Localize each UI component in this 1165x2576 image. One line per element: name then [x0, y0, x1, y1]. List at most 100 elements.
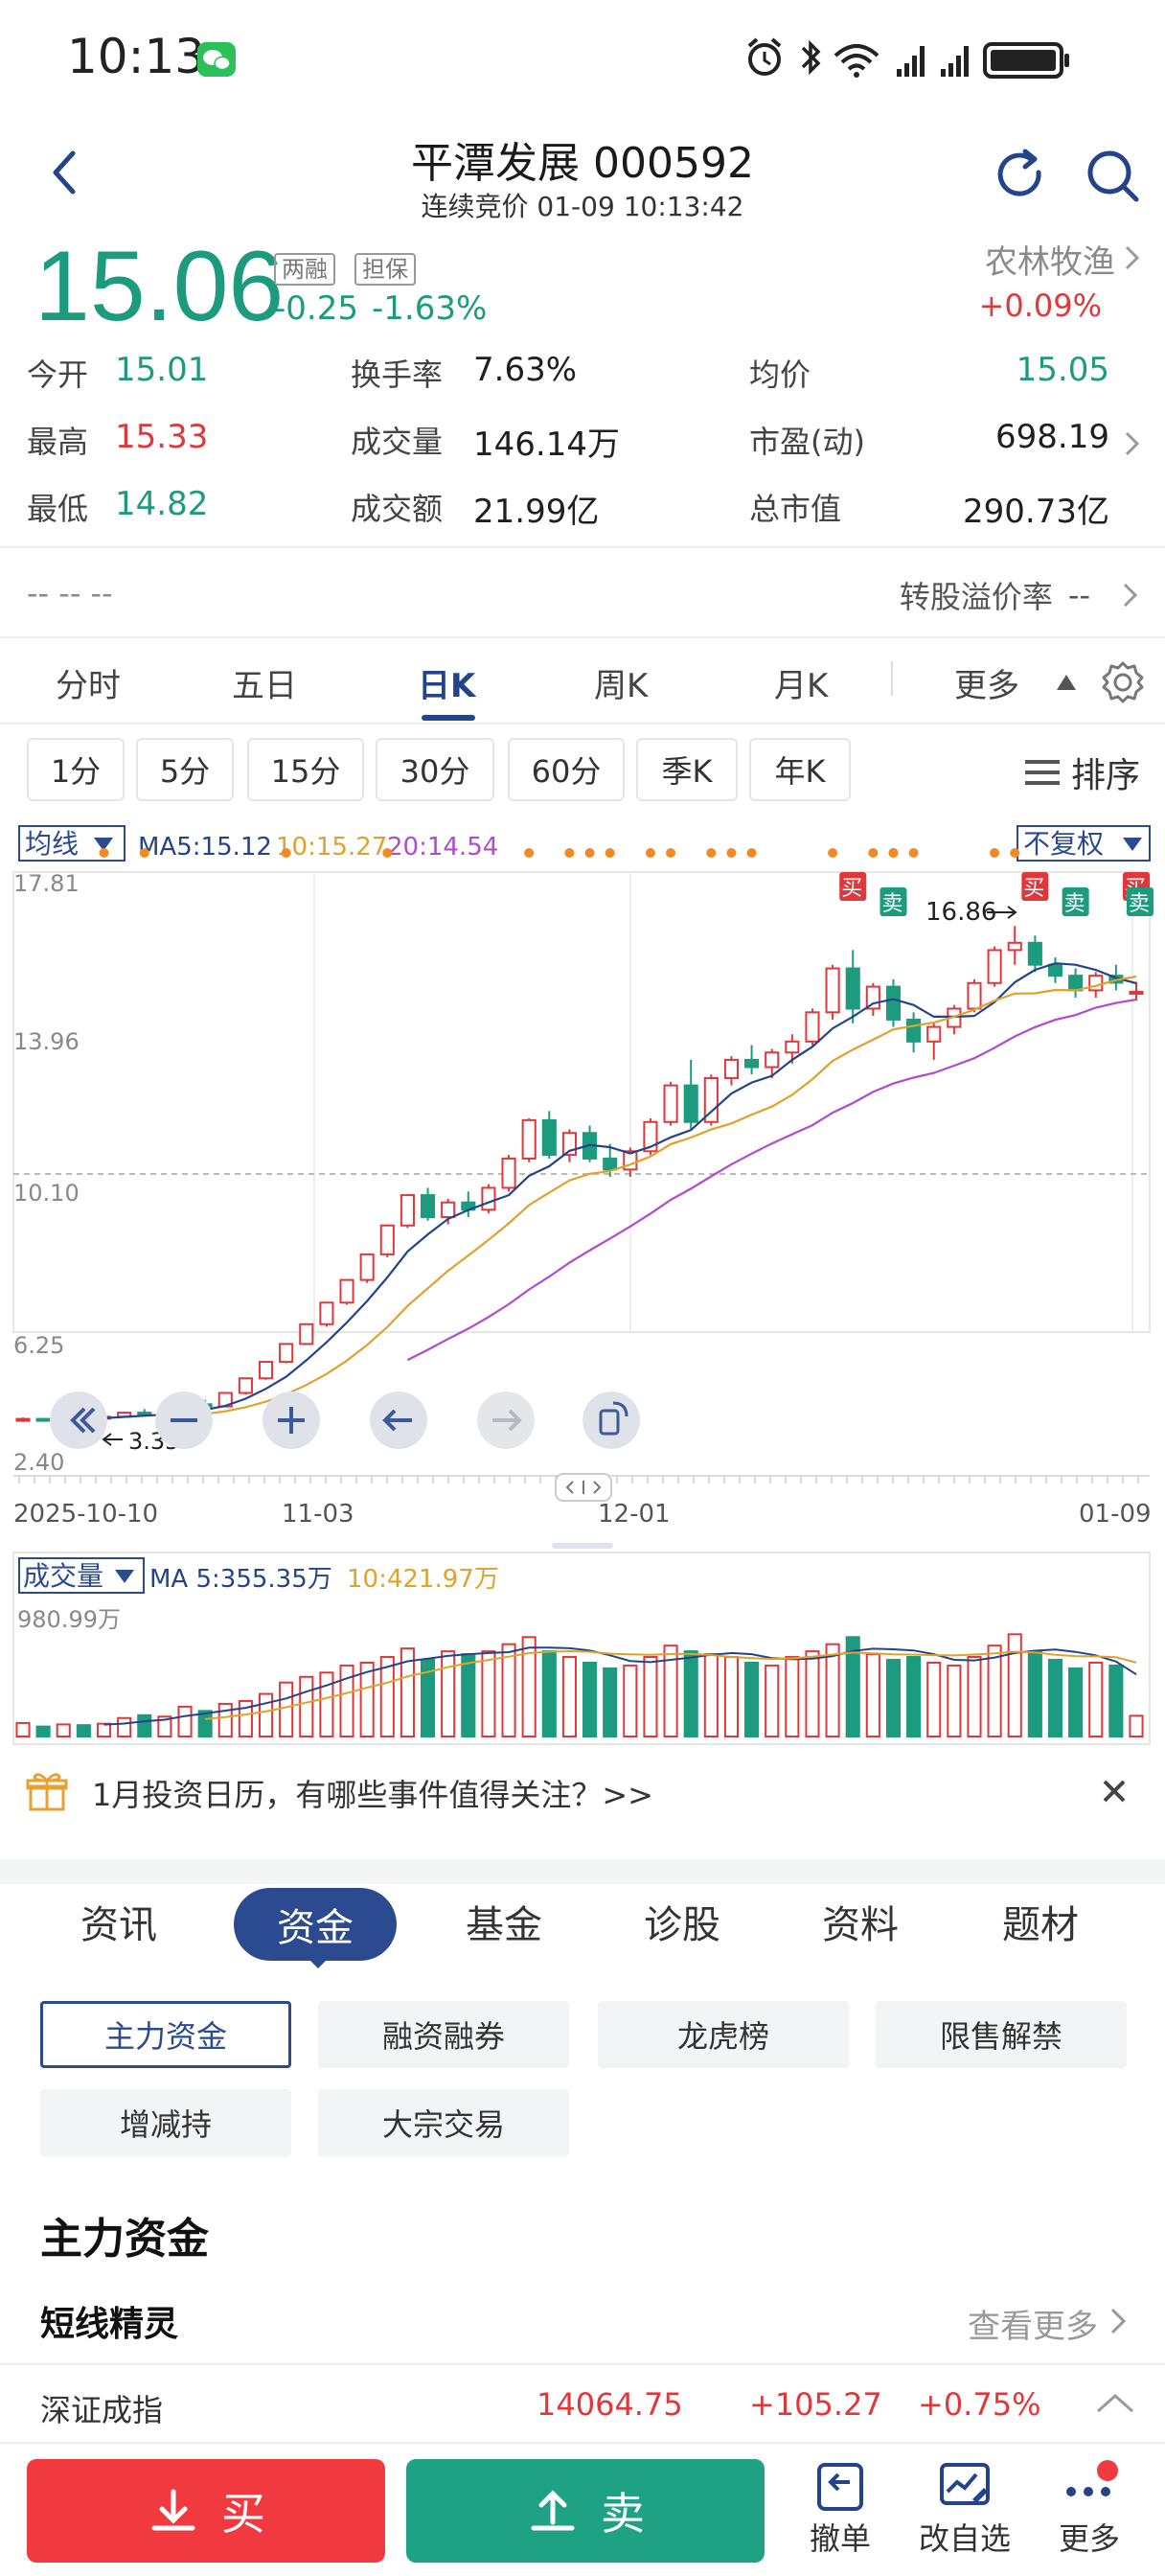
volume-bar: [683, 1650, 698, 1737]
sell-marker: 卖: [1062, 887, 1089, 916]
volume-bar: [299, 1675, 314, 1737]
sort-button[interactable]: 排序: [1023, 748, 1140, 797]
subtab-margin-trading[interactable]: 融资融券: [318, 2001, 569, 2068]
splitter-handle[interactable]: [552, 1543, 613, 1549]
close-icon[interactable]: [1100, 1777, 1129, 1806]
stat-label[interactable]: 市盈(动): [749, 424, 865, 460]
sector-link[interactable]: 农林牧渔: [985, 243, 1115, 282]
zoom-out-button[interactable]: [155, 1392, 213, 1449]
trading-status: 连续竞价 01-09 10:13:42: [421, 191, 744, 222]
margin-tag[interactable]: 两融: [274, 253, 335, 286]
buy-button[interactable]: 买: [27, 2459, 385, 2563]
active-tab-indicator: [422, 715, 475, 721]
rotate-screen-button[interactable]: [582, 1392, 640, 1449]
drag-handle[interactable]: [555, 1473, 612, 1502]
tab-news[interactable]: 资讯: [80, 1903, 157, 1947]
signal-dot: [888, 848, 899, 858]
premium-rate[interactable]: 转股溢价率 --: [900, 573, 1090, 617]
period-quarter[interactable]: 季K: [636, 738, 738, 801]
buy-marker: 买: [839, 872, 867, 901]
volume-bar: [1027, 1650, 1042, 1737]
candle: [420, 1187, 436, 1221]
edit-watchlist-button[interactable]: 改自选: [912, 2459, 1017, 2574]
tab-more[interactable]: 更多: [954, 667, 1019, 705]
kline-chart[interactable]: 均线 MA5:15.12 10:15.27 20:14.54 不复权 17.81…: [0, 815, 1165, 1773]
period-15min[interactable]: 15分: [247, 738, 364, 801]
period-30min[interactable]: 30分: [376, 738, 494, 801]
volume-bar: [461, 1653, 476, 1738]
tab-fund[interactable]: 基金: [466, 1903, 542, 1947]
tab-five-day[interactable]: 五日: [232, 667, 297, 705]
triangle-up-icon[interactable]: [1054, 671, 1079, 692]
candle: [1047, 957, 1063, 983]
search-icon[interactable]: [1081, 144, 1144, 207]
scroll-left-fast-button[interactable]: [50, 1392, 107, 1449]
sell-button[interactable]: 卖: [406, 2459, 765, 2563]
volume-bar: [238, 1699, 253, 1737]
refresh-icon[interactable]: [989, 144, 1052, 207]
view-more-link[interactable]: 查看更多: [968, 2308, 1098, 2346]
volume-bar: [217, 1702, 233, 1737]
scroll-left-button[interactable]: [370, 1392, 427, 1449]
period-1min[interactable]: 1分: [27, 738, 125, 801]
sell-label: 卖: [601, 2488, 645, 2540]
chevron-right-icon[interactable]: [1119, 579, 1142, 611]
tab-intraday[interactable]: 分时: [56, 667, 121, 705]
index-value: 14064.75: [537, 2386, 683, 2423]
volume-bar: [157, 1715, 172, 1738]
index-ticker[interactable]: 深证成指 14064.75 +105.27 +0.75%: [0, 2363, 1165, 2440]
zoom-in-button[interactable]: [263, 1392, 320, 1449]
tab-monthly-k[interactable]: 月K: [774, 667, 829, 705]
chevron-right-icon[interactable]: [1108, 2304, 1131, 2338]
tab-daily-k[interactable]: 日K: [418, 667, 476, 705]
cancel-order-button[interactable]: 撤单: [788, 2459, 893, 2574]
cancel-order-label: 撤单: [809, 2520, 871, 2557]
chevron-right-icon[interactable]: [1121, 427, 1144, 460]
volume-bar: [785, 1656, 800, 1738]
collateral-tag[interactable]: 担保: [354, 253, 416, 286]
period-5min[interactable]: 5分: [136, 738, 234, 801]
candle: [441, 1198, 456, 1225]
candle: [521, 1117, 537, 1162]
chevron-right-icon[interactable]: [1121, 242, 1144, 274]
subtab-lockup-release[interactable]: 限售解禁: [876, 2001, 1127, 2068]
notice-text[interactable]: 1月投资日历，有哪些事件值得关注？>>: [92, 1777, 653, 1813]
scroll-right-button[interactable]: [477, 1392, 535, 1449]
vol-ma10-line: [205, 1649, 1137, 1720]
vol-ma5-line: [103, 1646, 1137, 1726]
chevron-down-icon: [94, 838, 113, 851]
tab-diagnosis[interactable]: 诊股: [644, 1903, 720, 1947]
period-60min[interactable]: 60分: [508, 738, 625, 801]
ma20-line: [406, 998, 1137, 1362]
tab-theme[interactable]: 题材: [1002, 1903, 1079, 1947]
divider: [891, 661, 893, 696]
back-icon[interactable]: [38, 144, 96, 201]
chevron-up-icon[interactable]: [1094, 2390, 1136, 2415]
volume-bar: [926, 1661, 942, 1737]
more-button[interactable]: 更多: [1037, 2459, 1142, 2574]
volume-bar: [96, 1722, 112, 1738]
subtab-dragon-tiger[interactable]: 龙虎榜: [598, 2001, 849, 2068]
candle: [926, 1023, 942, 1060]
y-tick-label: 10.10: [13, 1180, 80, 1207]
period-year[interactable]: 年K: [749, 738, 851, 801]
battery-icon: [983, 42, 1069, 79]
volume-bar: [56, 1723, 71, 1738]
stat-label: 均价: [749, 356, 811, 393]
current-price: 15.06: [34, 231, 285, 342]
gear-icon[interactable]: [1100, 659, 1146, 705]
subtab-holding-change[interactable]: 增减持: [40, 2089, 291, 2156]
candle: [238, 1377, 253, 1395]
tab-capital[interactable]: 资金: [234, 1888, 397, 1961]
notice-bar[interactable]: 1月投资日历，有哪些事件值得关注？>>: [0, 1750, 1165, 1832]
wifi-icon: [834, 44, 879, 78]
subtab-block-trade[interactable]: 大宗交易: [318, 2089, 569, 2156]
premium-label: 转股溢价率: [899, 579, 1053, 615]
tab-profile[interactable]: 资料: [822, 1903, 899, 1947]
tab-weekly-k[interactable]: 周K: [594, 667, 649, 705]
subtab-main-capital[interactable]: 主力资金: [40, 2001, 291, 2068]
volume-bar: [744, 1661, 760, 1737]
buy-label: 买: [221, 2488, 265, 2540]
alarm-icon: [747, 37, 782, 76]
status-time: 10:13: [67, 29, 206, 84]
